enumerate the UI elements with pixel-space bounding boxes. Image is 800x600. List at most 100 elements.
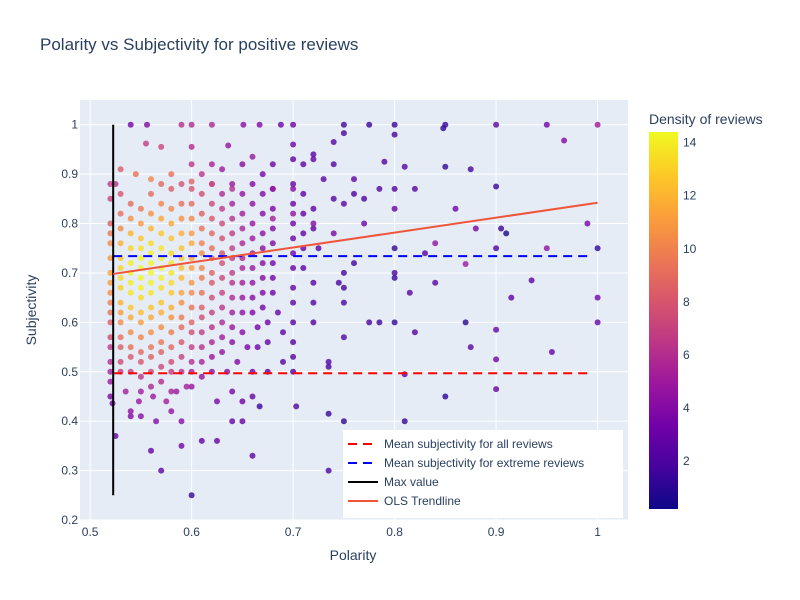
data-point [422, 250, 428, 257]
data-point [366, 121, 373, 128]
data-point [208, 121, 215, 128]
data-point [219, 260, 226, 267]
data-point [158, 181, 165, 187]
data-point [188, 143, 195, 150]
data-point [117, 358, 124, 365]
data-point [225, 142, 232, 149]
data-point [178, 265, 185, 271]
data-point [127, 260, 134, 267]
data-point [340, 299, 347, 306]
colorbar-title: Density of reviews [649, 111, 763, 127]
data-point [493, 386, 500, 393]
data-point [219, 349, 226, 355]
data-point [391, 245, 398, 252]
data-point [208, 324, 215, 331]
data-point [198, 225, 205, 232]
data-point [198, 190, 205, 197]
data-point [376, 185, 383, 192]
data-point [208, 181, 215, 187]
data-point [472, 225, 479, 232]
data-point [259, 260, 266, 267]
data-point [137, 349, 144, 355]
data-point [127, 215, 134, 222]
data-point [158, 143, 165, 150]
data-point [137, 245, 144, 252]
data-point [168, 329, 175, 336]
data-point [158, 284, 165, 291]
data-point [127, 314, 134, 321]
data-point [188, 383, 195, 390]
data-point [188, 230, 195, 237]
data-point [107, 378, 114, 385]
data-point [290, 156, 297, 163]
data-point [148, 304, 154, 311]
data-point [411, 329, 418, 336]
data-point [158, 467, 165, 474]
data-point [239, 294, 246, 301]
data-point [239, 265, 246, 271]
data-point [462, 261, 469, 267]
data-point [127, 408, 134, 415]
data-point [229, 339, 236, 346]
data-point [240, 121, 247, 128]
data-point [148, 210, 154, 217]
data-point [274, 309, 281, 316]
data-point [148, 260, 154, 267]
data-point [548, 349, 555, 355]
data-point [256, 121, 263, 128]
data-point [107, 181, 114, 187]
data-point [269, 215, 276, 222]
data-point [148, 353, 154, 360]
colorbar-tick-label: 6 [683, 348, 690, 362]
colorbar-tick-label: 4 [683, 401, 690, 415]
data-point [117, 225, 124, 232]
data-point [158, 339, 165, 346]
data-point [219, 166, 226, 173]
data-point [239, 398, 246, 405]
data-point [173, 388, 180, 395]
data-point [178, 121, 185, 128]
reference-line [113, 201, 598, 275]
data-point [269, 205, 276, 212]
data-point [163, 398, 170, 405]
data-point [148, 240, 154, 247]
data-point [137, 388, 144, 395]
data-point [188, 185, 195, 192]
data-point [137, 274, 144, 281]
data-point [132, 171, 139, 178]
data-point [340, 334, 347, 341]
legend-entry: Max value [384, 475, 439, 489]
data-point [269, 240, 276, 247]
data-point [117, 265, 124, 271]
data-point [452, 205, 459, 212]
data-point [432, 240, 439, 247]
data-point [229, 309, 236, 316]
data-point [259, 274, 266, 281]
data-point [391, 269, 398, 276]
data-point [168, 388, 175, 395]
data-point [158, 230, 165, 237]
data-point [293, 403, 300, 410]
data-point [290, 185, 297, 192]
data-point [198, 210, 205, 217]
data-point [168, 269, 175, 276]
data-point [198, 314, 205, 321]
data-point [391, 205, 398, 212]
data-point [508, 294, 515, 301]
data-point [594, 121, 601, 128]
data-point [127, 353, 134, 360]
data-point [127, 230, 134, 237]
data-point [229, 181, 236, 187]
data-point [214, 437, 220, 444]
data-point [188, 200, 195, 207]
data-point [117, 210, 124, 217]
data-point [188, 161, 195, 168]
data-point [594, 245, 601, 252]
data-point [269, 260, 276, 267]
data-point [503, 230, 510, 237]
data-point [467, 166, 474, 173]
data-point [208, 161, 215, 168]
data-point [249, 452, 256, 459]
data-point [198, 329, 205, 336]
data-point [198, 344, 205, 351]
